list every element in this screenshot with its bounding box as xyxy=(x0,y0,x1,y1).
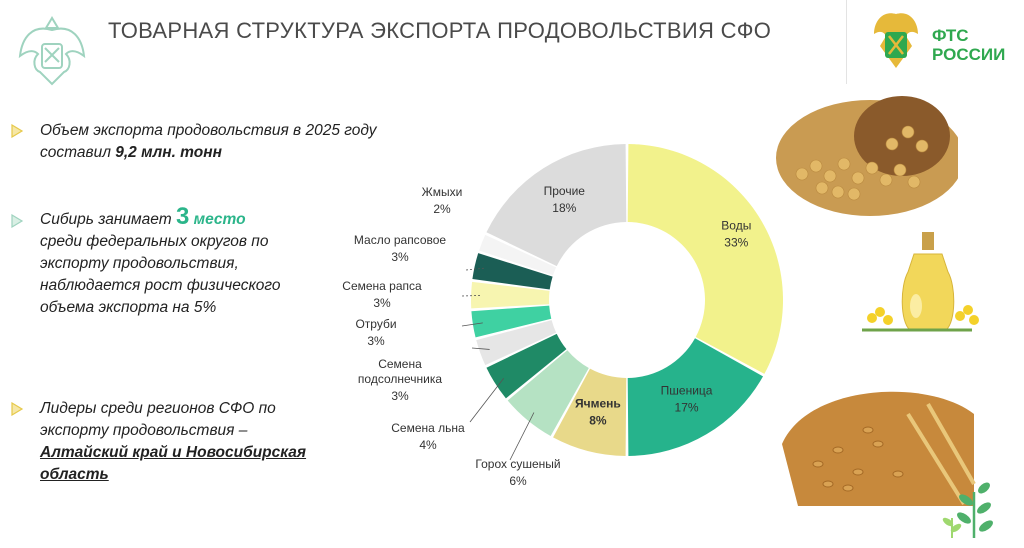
bullet-siberia-rank: Сибирь занимает 3 место среди федеральны… xyxy=(40,203,330,319)
brand-name: ФТС РОССИИ xyxy=(932,26,1005,64)
leader-line-семена-подсолнечника xyxy=(471,347,490,350)
donut-slice-ячмень xyxy=(553,368,627,456)
leader-line-горох-сушеный xyxy=(509,412,535,461)
slice-label-прочие: Прочие 18% xyxy=(544,184,586,215)
donut-slice-воды xyxy=(627,144,783,374)
leader-line-семена-рапса xyxy=(461,295,482,297)
export-structure-donut-chart: Воды 33% Пшеница 17% Ячмень 8% Горох сушеный 6%… xyxy=(342,144,783,488)
rank-number: 3 xyxy=(175,203,190,230)
slice-label-пшеница: Пшеница 17% xyxy=(661,384,713,415)
slice-label-семена-рапса: Семена рапса 3% xyxy=(342,279,422,310)
chart-labels: Воды 33% Пшеница 17% Ячмень 8% Горох сушеный 6%… xyxy=(342,184,751,488)
slice-label-семена-льна: Семена льна 4% xyxy=(391,421,465,452)
bullet-siberia-prefix: Сибирь занимает xyxy=(40,211,172,228)
chart-leader-lines xyxy=(461,267,535,461)
eagle-emblem-icon xyxy=(18,16,86,86)
donut-slice-семена-подсолнечника xyxy=(476,320,557,366)
wheat-grain-photo xyxy=(778,374,978,514)
leader-regions: Алтайский край и Новосибирская область xyxy=(40,444,307,483)
sprout-icon xyxy=(942,482,993,538)
bullet-arrow-icon xyxy=(11,214,24,228)
bullet-leaders: Лидеры среди регионов СФО по экспорту пр… xyxy=(40,398,330,486)
rank-place-word: место xyxy=(193,211,246,228)
slice-label-семена-подсолнечника: Семена подсолнечника 3% xyxy=(358,357,442,403)
donut-slice-горох-сушеный xyxy=(507,350,589,437)
bullet-arrow-icon xyxy=(11,124,24,138)
slice-label-масло-рапсовое: Масло рапсовое 3% xyxy=(354,233,447,264)
slice-label-воды: Воды 33% xyxy=(721,218,751,249)
export-volume-value: 9,2 млн. тонн xyxy=(115,144,222,161)
donut-slice-пшеница xyxy=(627,338,764,456)
peas-photo xyxy=(762,84,958,218)
donut-slice-семена-рапса xyxy=(471,281,550,309)
donut-slice-жмыхи xyxy=(479,234,557,276)
slice-label-отруби: Отруби 3% xyxy=(355,317,396,348)
leader-line-семена-льна xyxy=(469,377,505,423)
slice-label-ячмень: Ячмень 8% xyxy=(575,396,621,427)
donut-slice-семена-льна xyxy=(486,333,567,399)
page-title: ТОВАРНАЯ СТРУКТУРА ЭКСПОРТА ПРОДОВОЛЬСТВ… xyxy=(108,18,772,43)
rapeseed-oil-photo xyxy=(852,226,982,338)
chart-slices xyxy=(471,144,783,456)
bullet-leaders-text: Лидеры среди регионов СФО по экспорту пр… xyxy=(40,400,276,439)
slice-label-жмыхи: Жмыхи 2% xyxy=(422,185,463,216)
donut-slice-отруби xyxy=(471,305,552,338)
donut-slice-прочие xyxy=(486,144,627,267)
slice-label-горох-сушеный: Горох сушеный 6% xyxy=(475,457,560,488)
leader-line-отруби xyxy=(461,322,483,327)
brand-line-2: РОССИИ xyxy=(932,45,1006,64)
bullet-export-volume: Объем экспорта продовольствия в 2025 год… xyxy=(40,120,440,164)
donut-slice-масло-рапсовое xyxy=(472,253,553,290)
header-divider xyxy=(846,0,847,92)
bullet-siberia-text: среди федеральных округов по экспорту пр… xyxy=(40,233,281,316)
bullet-arrow-icon xyxy=(11,402,24,416)
leader-line-масло-рапсовое xyxy=(465,267,485,271)
bullet-export-volume-text: Объем экспорта продовольствия в 2025 год… xyxy=(40,122,377,161)
fts-emblem-icon xyxy=(874,13,918,68)
brand-line-1: ФТС xyxy=(932,26,969,45)
